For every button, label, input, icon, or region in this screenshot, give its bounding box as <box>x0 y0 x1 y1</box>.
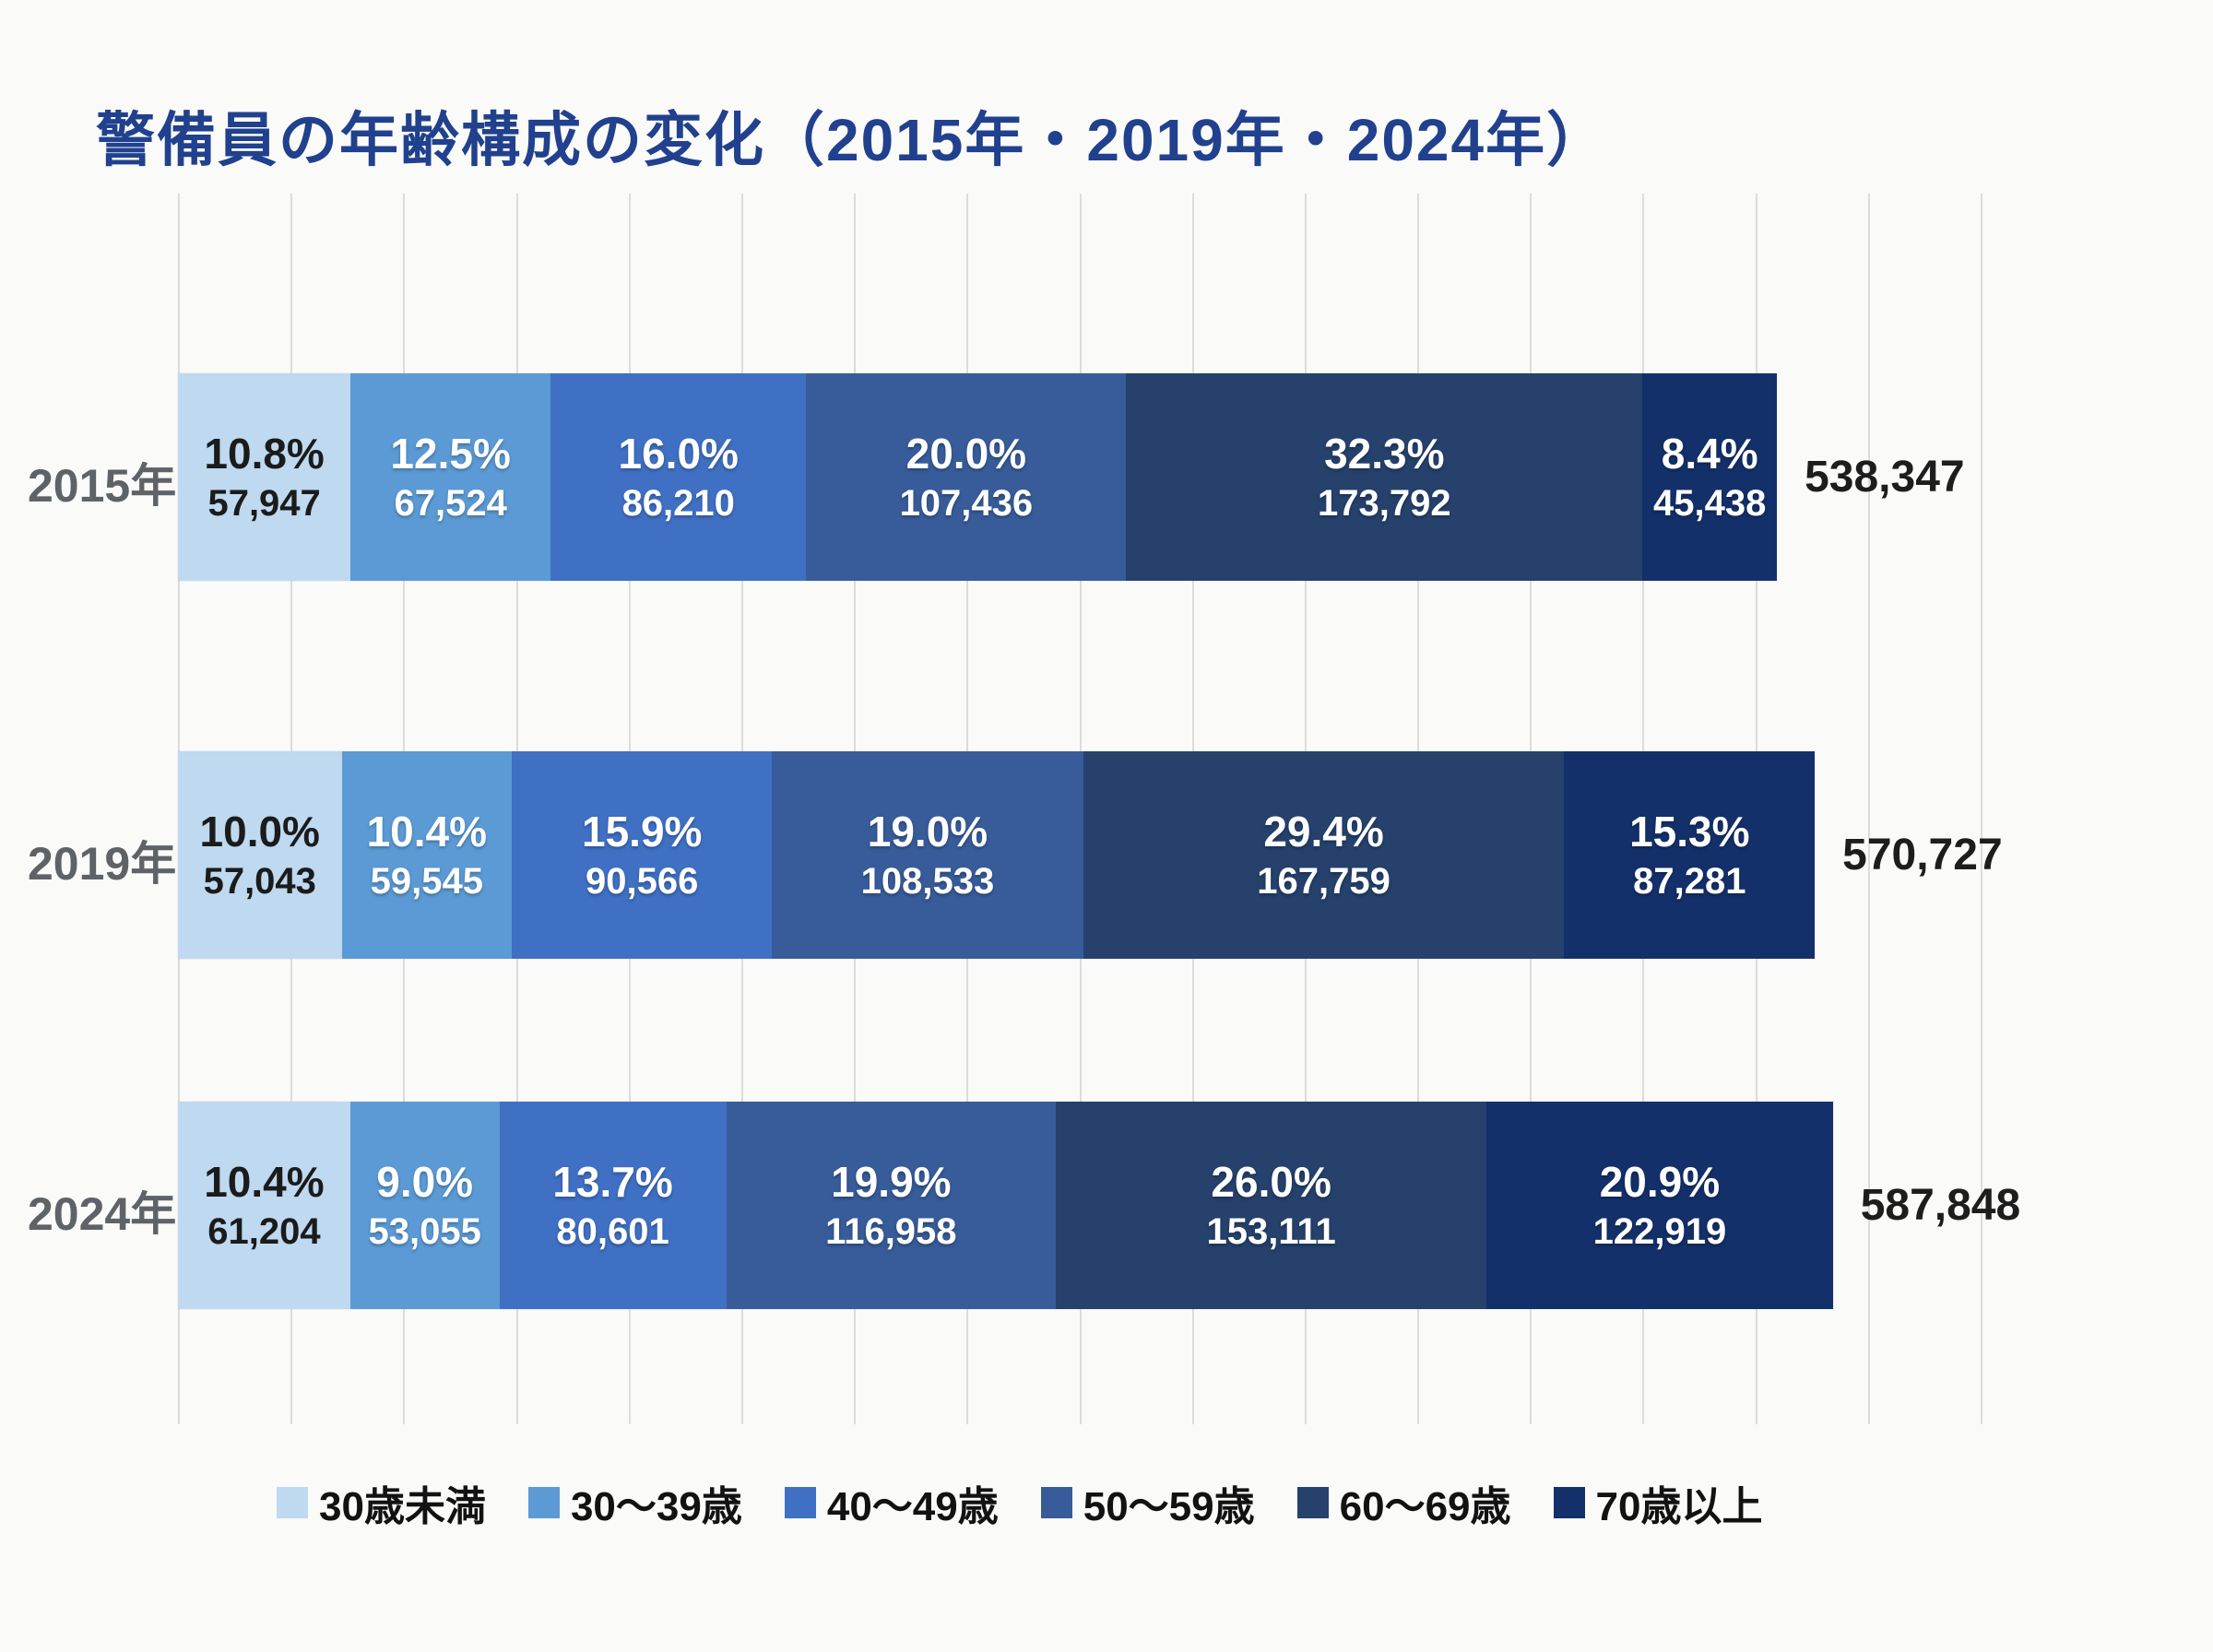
legend-item-40〜49歳: 40〜49歳 <box>784 1473 999 1532</box>
bar-segment-40〜49歳: 15.9% 90,566 <box>512 751 773 959</box>
segment-value: 87,281 <box>1633 860 1746 902</box>
legend-swatch-icon <box>277 1487 308 1518</box>
segment-percent: 29.4% <box>1263 807 1384 856</box>
segment-percent: 12.5% <box>390 429 511 478</box>
segment-value: 80,601 <box>556 1210 669 1252</box>
legend-swatch-icon <box>527 1487 560 1518</box>
segment-percent: 13.7% <box>552 1157 673 1206</box>
legend-item-70歳以上: 70歳以上 <box>1553 1473 1763 1532</box>
segment-percent: 10.4% <box>366 807 488 856</box>
segment-value: 122,919 <box>1592 1210 1727 1252</box>
segment-value: 116,958 <box>825 1210 957 1252</box>
gridline <box>1981 194 1982 1424</box>
segment-value: 57,043 <box>203 860 316 902</box>
bar-segment-60〜69歳: 32.3% 173,792 <box>1126 373 1643 581</box>
legend-label: 50〜59歳 <box>1083 1484 1255 1529</box>
bar-segment-40〜49歳: 16.0% 86,210 <box>550 373 807 581</box>
legend-label: 30〜39歳 <box>570 1484 742 1529</box>
segment-percent: 10.8% <box>204 429 325 478</box>
legend-item-50〜59歳: 50〜59歳 <box>1040 1473 1255 1532</box>
bar-segment-30〜39歳: 10.4% 59,545 <box>341 751 513 959</box>
plot-area: 2015年 10.8% 57,947 12.5% 67,524 16.0% 86,210 20… <box>28 194 2020 1424</box>
legend-swatch-icon <box>1296 1487 1329 1518</box>
bar-segment-30〜39歳: 9.0% 53,055 <box>349 1102 500 1309</box>
segment-percent: 32.3% <box>1324 429 1445 478</box>
legend: 30歳未満 30〜39歳 40〜49歳 50〜59歳 60〜69歳 70歳以上 <box>277 1473 1762 1532</box>
bar-segment-70歳以上: 20.9% 122,919 <box>1486 1102 1833 1309</box>
row-total: 587,848 <box>1860 1181 2021 1230</box>
legend-swatch-icon <box>1553 1487 1585 1518</box>
row-label-2019年: 2019年 <box>28 837 177 890</box>
row-label-2015年: 2015年 <box>28 459 177 512</box>
bar-segment-50〜59歳: 19.9% 116,958 <box>726 1102 1057 1309</box>
bar-segment-40〜49歳: 13.7% 80,601 <box>499 1102 727 1309</box>
segment-percent: 20.9% <box>1599 1157 1721 1206</box>
segment-value: 57,947 <box>207 482 321 524</box>
bar-segment-50〜59歳: 20.0% 107,436 <box>806 373 1127 581</box>
legend-swatch-icon <box>784 1487 816 1518</box>
chart-title: 警備員の年齢構成の変化（2015年・2019年・2024年） <box>96 106 1608 173</box>
segment-value: 167,759 <box>1257 860 1391 902</box>
row-total: 538,347 <box>1805 453 1965 502</box>
bar-segment-30〜39歳: 12.5% 67,524 <box>350 373 551 581</box>
segment-value: 173,792 <box>1318 482 1451 524</box>
segment-value: 107,436 <box>899 482 1034 524</box>
segment-percent: 19.0% <box>867 807 988 856</box>
bar-segment-30歳未満: 10.0% 57,043 <box>178 751 342 959</box>
segment-percent: 15.9% <box>582 807 703 856</box>
bar-segment-70歳以上: 8.4% 45,438 <box>1642 373 1778 581</box>
bar-segment-60〜69歳: 26.0% 153,111 <box>1056 1102 1487 1309</box>
segment-value: 90,566 <box>586 860 699 902</box>
row-total: 570,727 <box>1842 831 2003 879</box>
legend-swatch-icon <box>1040 1487 1072 1518</box>
segment-percent: 20.0% <box>905 429 1027 478</box>
bar-segment-70歳以上: 15.3% 87,281 <box>1564 751 1816 959</box>
segment-value: 61,204 <box>207 1210 321 1252</box>
legend-label: 30歳未満 <box>319 1484 486 1529</box>
segment-value: 153,111 <box>1206 1210 1336 1252</box>
legend-label: 70歳以上 <box>1595 1484 1763 1529</box>
stacked-bar-2015年: 10.8% 57,947 12.5% 67,524 16.0% 86,210 20.0% 10… <box>178 373 1778 581</box>
stacked-bar-2019年: 10.0% 57,043 10.4% 59,545 15.9% 90,566 19.0% 10… <box>178 751 1816 959</box>
bar-segment-60〜69歳: 29.4% 167,759 <box>1083 751 1565 959</box>
segment-value: 86,210 <box>621 482 735 524</box>
segment-percent: 9.0% <box>376 1157 474 1206</box>
segment-value: 53,055 <box>368 1210 481 1252</box>
legend-label: 60〜69歳 <box>1339 1484 1511 1529</box>
gridline <box>1867 194 1870 1424</box>
segment-percent: 10.0% <box>199 807 320 856</box>
segment-value: 67,524 <box>394 482 507 524</box>
segment-percent: 26.0% <box>1211 1157 1331 1206</box>
bar-segment-30歳未満: 10.8% 57,947 <box>178 373 351 581</box>
stacked-bar-2024年: 10.4% 61,204 9.0% 53,055 13.7% 80,601 19.9% 116… <box>178 1102 1833 1309</box>
segment-value: 59,545 <box>370 860 483 902</box>
segment-percent: 10.4% <box>204 1157 325 1206</box>
legend-label: 40〜49歳 <box>826 1484 999 1529</box>
segment-percent: 16.0% <box>618 429 739 478</box>
bar-segment-30歳未満: 10.4% 61,204 <box>178 1102 350 1309</box>
legend-item-30〜39歳: 30〜39歳 <box>527 1473 742 1532</box>
row-label-2024年: 2024年 <box>28 1187 177 1240</box>
legend-item-60〜69歳: 60〜69歳 <box>1296 1473 1511 1532</box>
bar-segment-50〜59歳: 19.0% 108,533 <box>772 751 1083 959</box>
legend-item-30歳未満: 30歳未満 <box>277 1473 486 1532</box>
segment-percent: 15.3% <box>1629 807 1750 856</box>
segment-percent: 8.4% <box>1661 429 1758 478</box>
segment-value: 108,533 <box>860 860 995 902</box>
segment-percent: 19.9% <box>831 1157 952 1206</box>
segment-value: 45,438 <box>1653 482 1767 524</box>
